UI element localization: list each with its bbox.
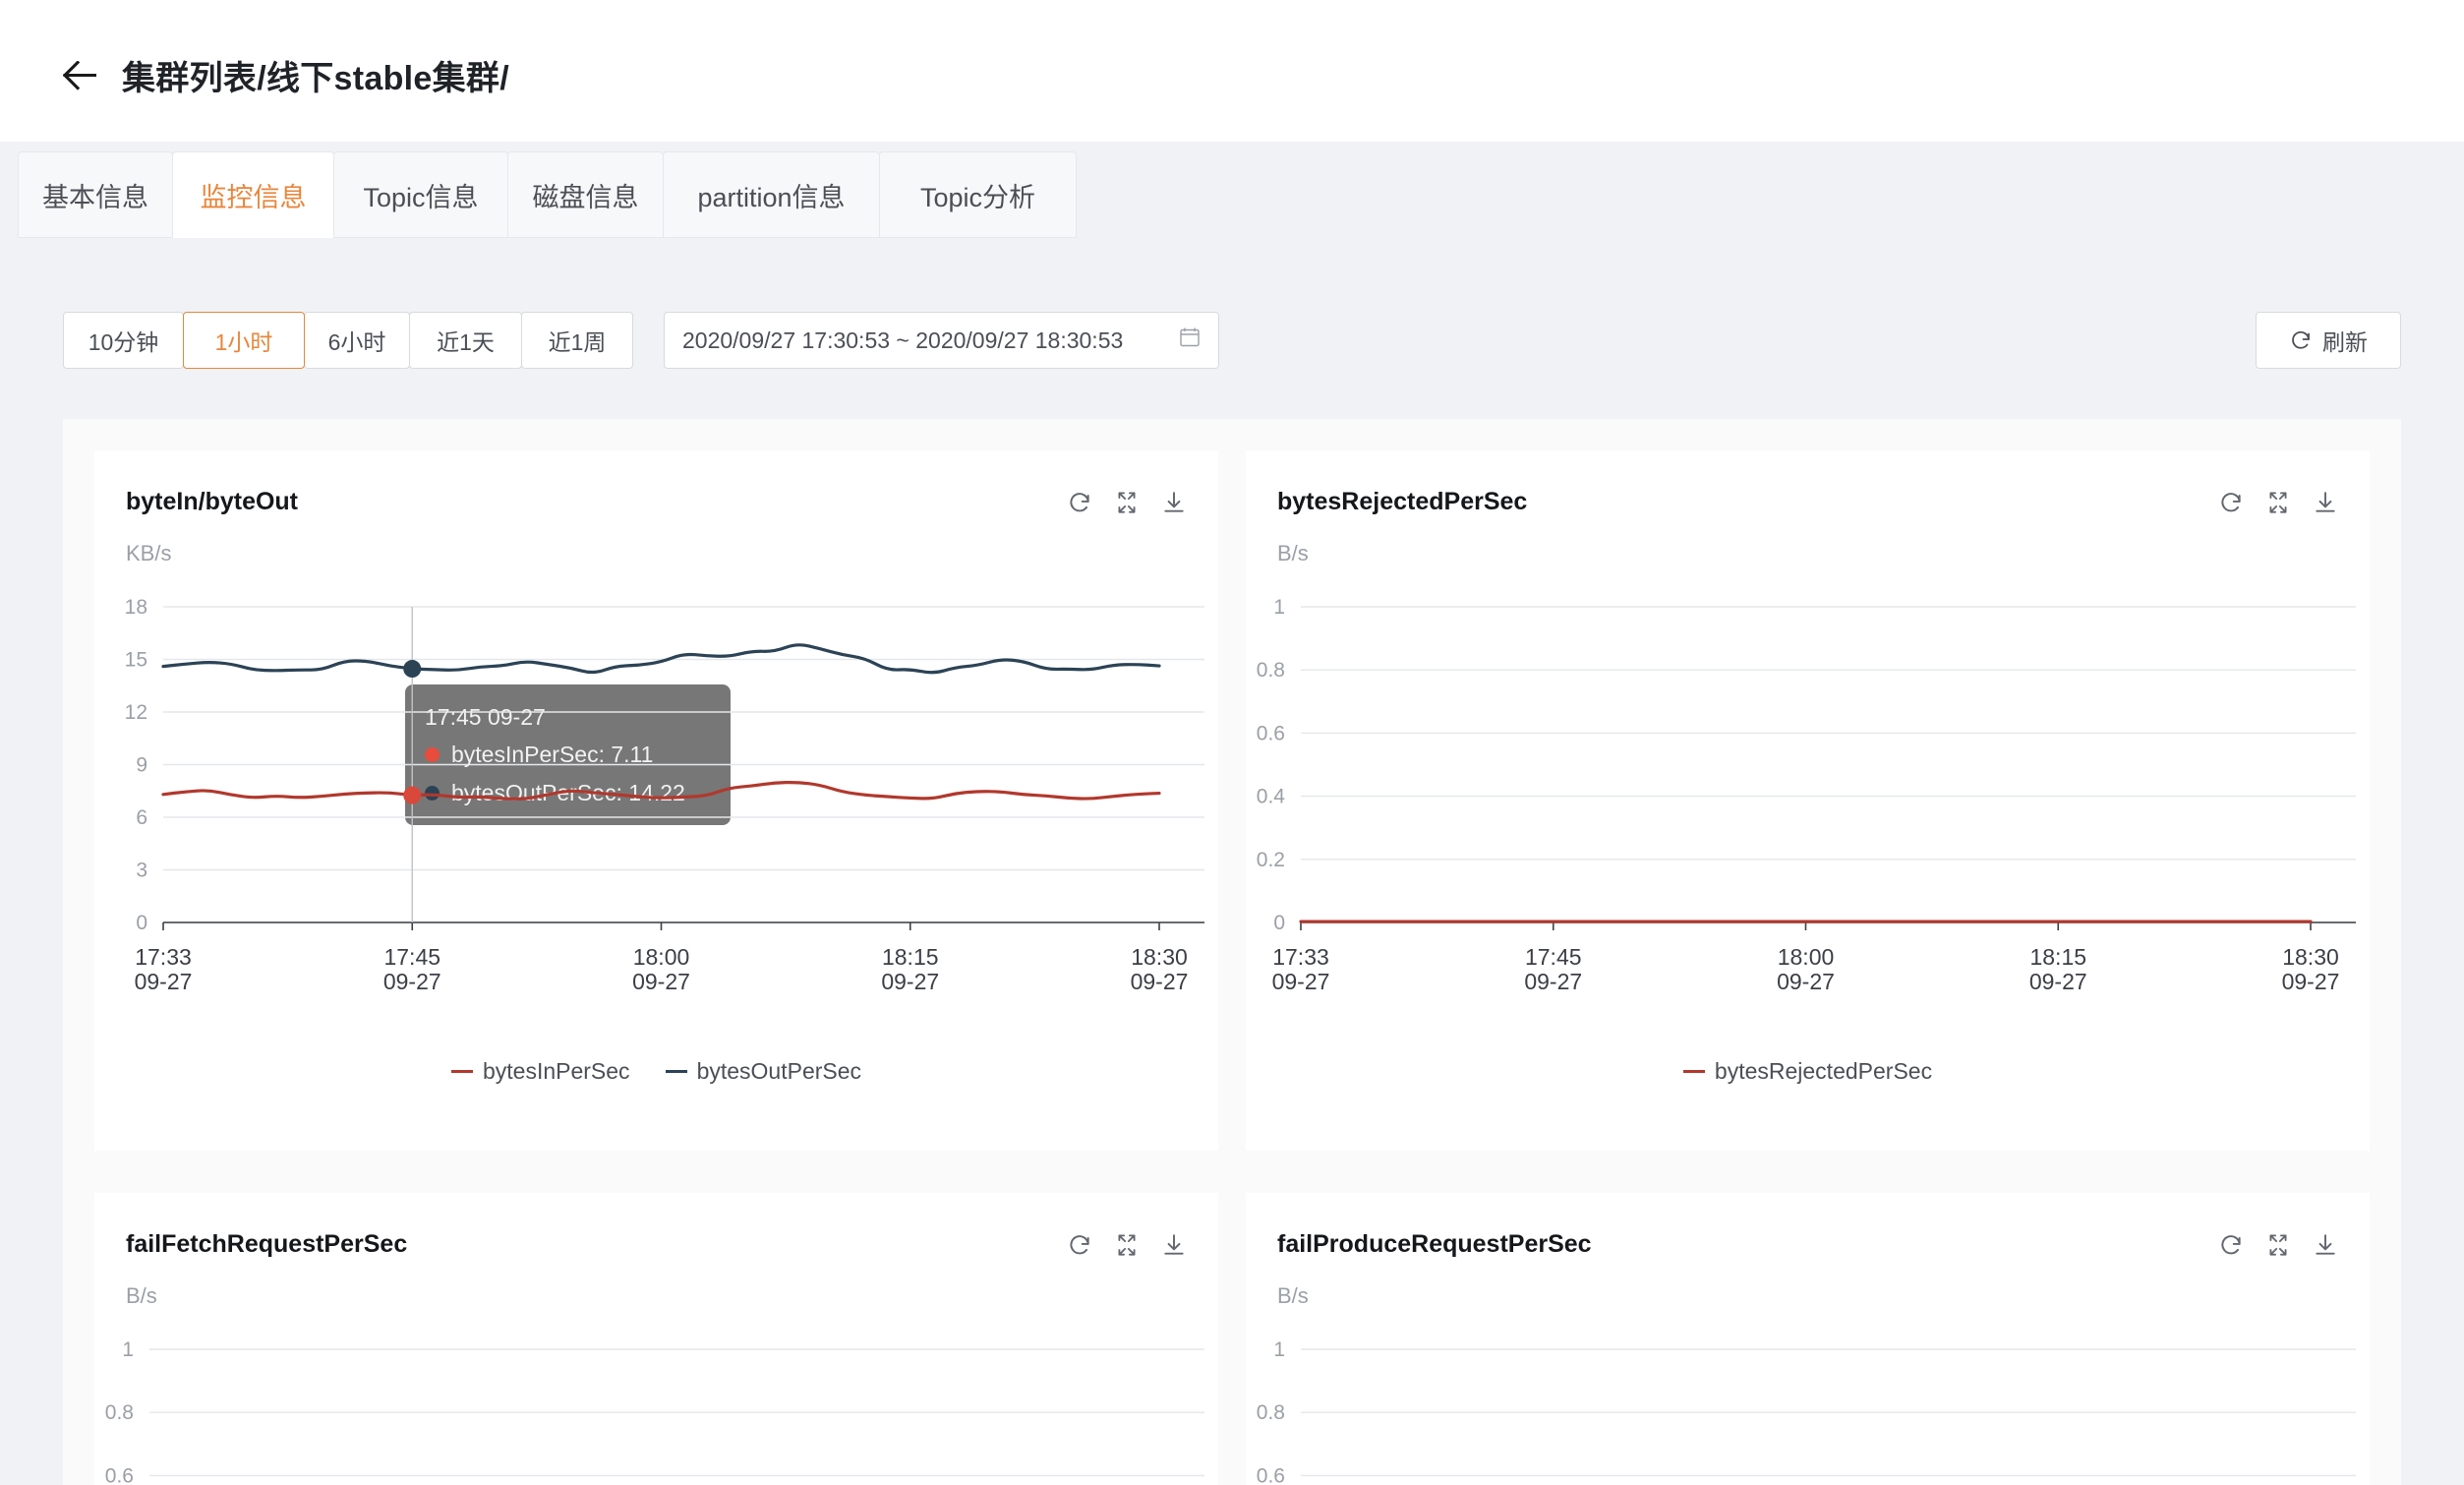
svg-text:0: 0 <box>1273 912 1285 934</box>
svg-text:09-27: 09-27 <box>1272 969 1330 994</box>
svg-text:09-27: 09-27 <box>1131 969 1189 994</box>
svg-text:0.6: 0.6 <box>105 1464 134 1485</box>
svg-text:3: 3 <box>136 860 147 882</box>
svg-text:09-27: 09-27 <box>2282 969 2340 994</box>
svg-text:18:30: 18:30 <box>1131 944 1188 970</box>
svg-text:18: 18 <box>125 596 147 619</box>
svg-text:18:15: 18:15 <box>882 944 939 970</box>
svg-text:09-27: 09-27 <box>632 969 690 994</box>
svg-text:18:15: 18:15 <box>2029 944 2086 970</box>
svg-text:09-27: 09-27 <box>1524 969 1582 994</box>
svg-text:18:00: 18:00 <box>1778 944 1835 970</box>
svg-text:0.8: 0.8 <box>1257 659 1285 682</box>
svg-text:17:33: 17:33 <box>135 944 192 970</box>
svg-text:0.8: 0.8 <box>105 1401 134 1424</box>
svg-text:1: 1 <box>122 1338 134 1361</box>
svg-text:0.2: 0.2 <box>1257 849 1285 871</box>
svg-text:09-27: 09-27 <box>135 969 193 994</box>
svg-text:9: 9 <box>136 754 147 777</box>
svg-text:12: 12 <box>125 701 147 724</box>
svg-text:1: 1 <box>1273 596 1285 619</box>
svg-text:09-27: 09-27 <box>1777 969 1835 994</box>
svg-text:18:00: 18:00 <box>633 944 690 970</box>
svg-text:18:30: 18:30 <box>2282 944 2339 970</box>
svg-text:0: 0 <box>136 912 147 934</box>
svg-text:17:45: 17:45 <box>383 944 440 970</box>
svg-text:6: 6 <box>136 806 147 829</box>
svg-text:17:33: 17:33 <box>1272 944 1329 970</box>
svg-text:0.6: 0.6 <box>1257 1464 1285 1485</box>
svg-text:0.6: 0.6 <box>1257 722 1285 744</box>
svg-text:0.8: 0.8 <box>1257 1401 1285 1424</box>
svg-text:09-27: 09-27 <box>881 969 939 994</box>
svg-text:17:45: 17:45 <box>1525 944 1582 970</box>
svg-text:1: 1 <box>1273 1338 1285 1361</box>
svg-text:09-27: 09-27 <box>2029 969 2087 994</box>
svg-text:0.4: 0.4 <box>1257 786 1286 808</box>
svg-text:15: 15 <box>125 649 147 672</box>
svg-text:09-27: 09-27 <box>383 969 441 994</box>
